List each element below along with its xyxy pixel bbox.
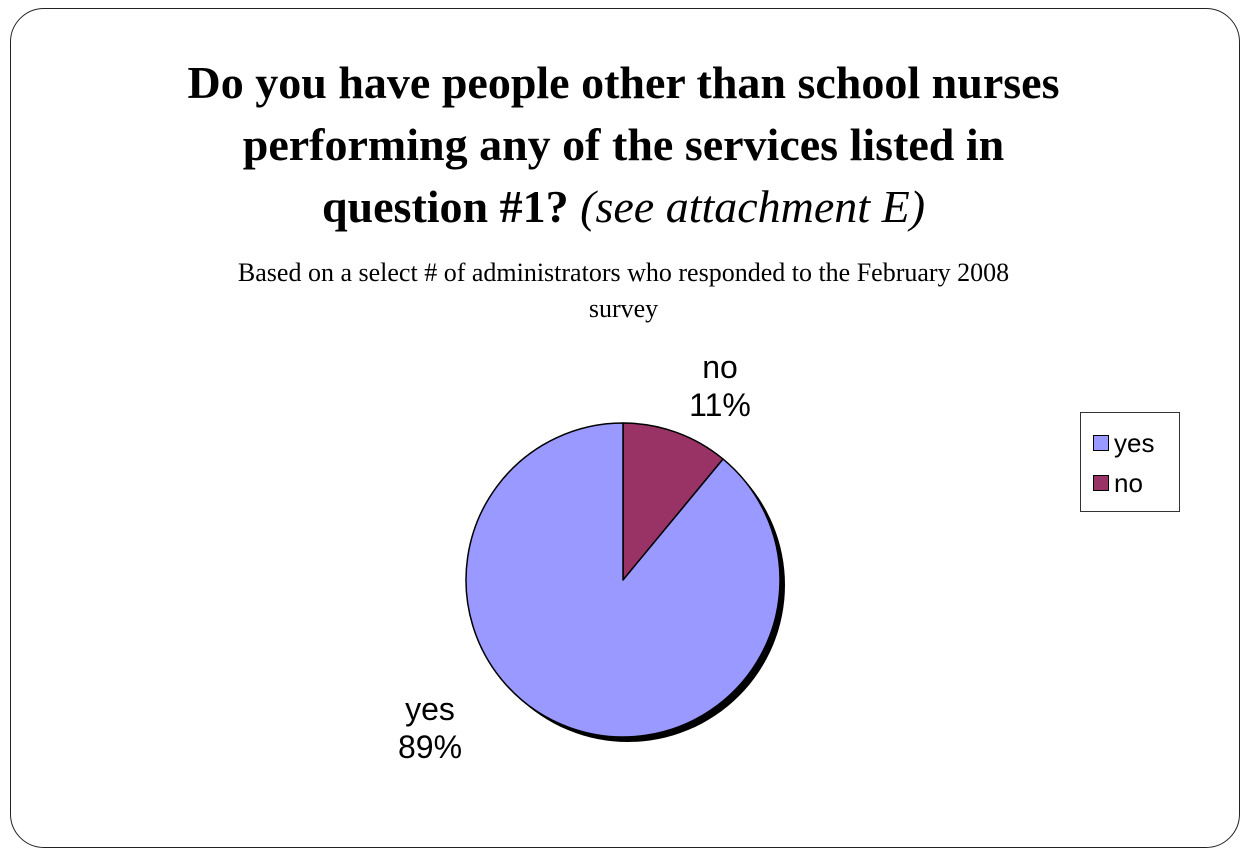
title-attachment-note: (see attachment E) bbox=[580, 181, 926, 232]
chart-legend: yes no bbox=[1080, 412, 1180, 512]
pie-slice-no bbox=[622, 422, 724, 581]
slice-label-yes-percent: 89% bbox=[397, 729, 463, 765]
title-line-2: performing any of the services listed in bbox=[242, 119, 1005, 170]
pie-chart bbox=[465, 422, 785, 742]
title-question-text: question #1? bbox=[321, 181, 569, 232]
title-line-3: question #1? (see attachment E) bbox=[0, 176, 1247, 238]
pie-slice-yes bbox=[465, 422, 781, 738]
title-line-1: Do you have people other than school nur… bbox=[187, 57, 1060, 108]
chart-title: Do you have people other than school nur… bbox=[0, 52, 1247, 238]
subtitle-line-2: survey bbox=[588, 294, 659, 323]
legend-label-yes: yes bbox=[1114, 427, 1155, 458]
slice-label-no: no 11% bbox=[650, 348, 790, 424]
slice-label-no-category: no bbox=[702, 349, 738, 385]
subtitle-line-1: Based on a select # of administrators wh… bbox=[237, 258, 1010, 287]
slice-label-no-percent: 11% bbox=[689, 387, 751, 423]
legend-item-yes: yes bbox=[1093, 423, 1179, 463]
legend-swatch-no bbox=[1093, 475, 1109, 491]
legend-label-no: no bbox=[1114, 467, 1143, 498]
legend-swatch-yes bbox=[1093, 435, 1109, 451]
chart-subtitle: Based on a select # of administrators wh… bbox=[0, 255, 1247, 327]
slice-label-yes-category: yes bbox=[405, 691, 455, 727]
slice-label-yes: yes 89% bbox=[360, 690, 500, 766]
legend-item-no: no bbox=[1093, 463, 1179, 503]
